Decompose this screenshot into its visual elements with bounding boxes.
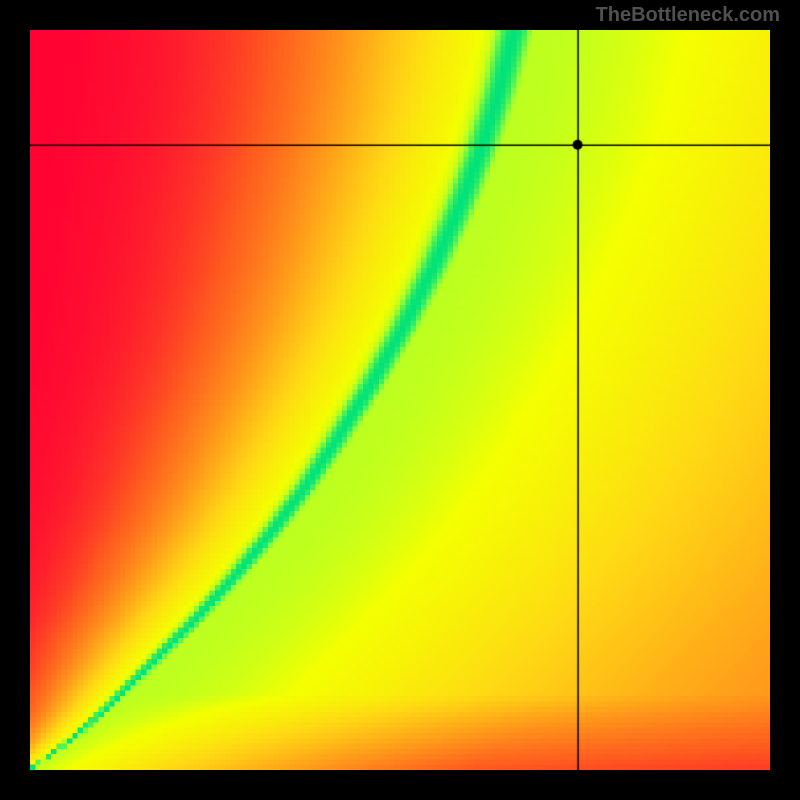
chart-container: { "watermark": { "text": "TheBottleneck.… <box>0 0 800 800</box>
crosshair-overlay <box>30 30 770 770</box>
watermark-text: TheBottleneck.com <box>596 4 780 27</box>
